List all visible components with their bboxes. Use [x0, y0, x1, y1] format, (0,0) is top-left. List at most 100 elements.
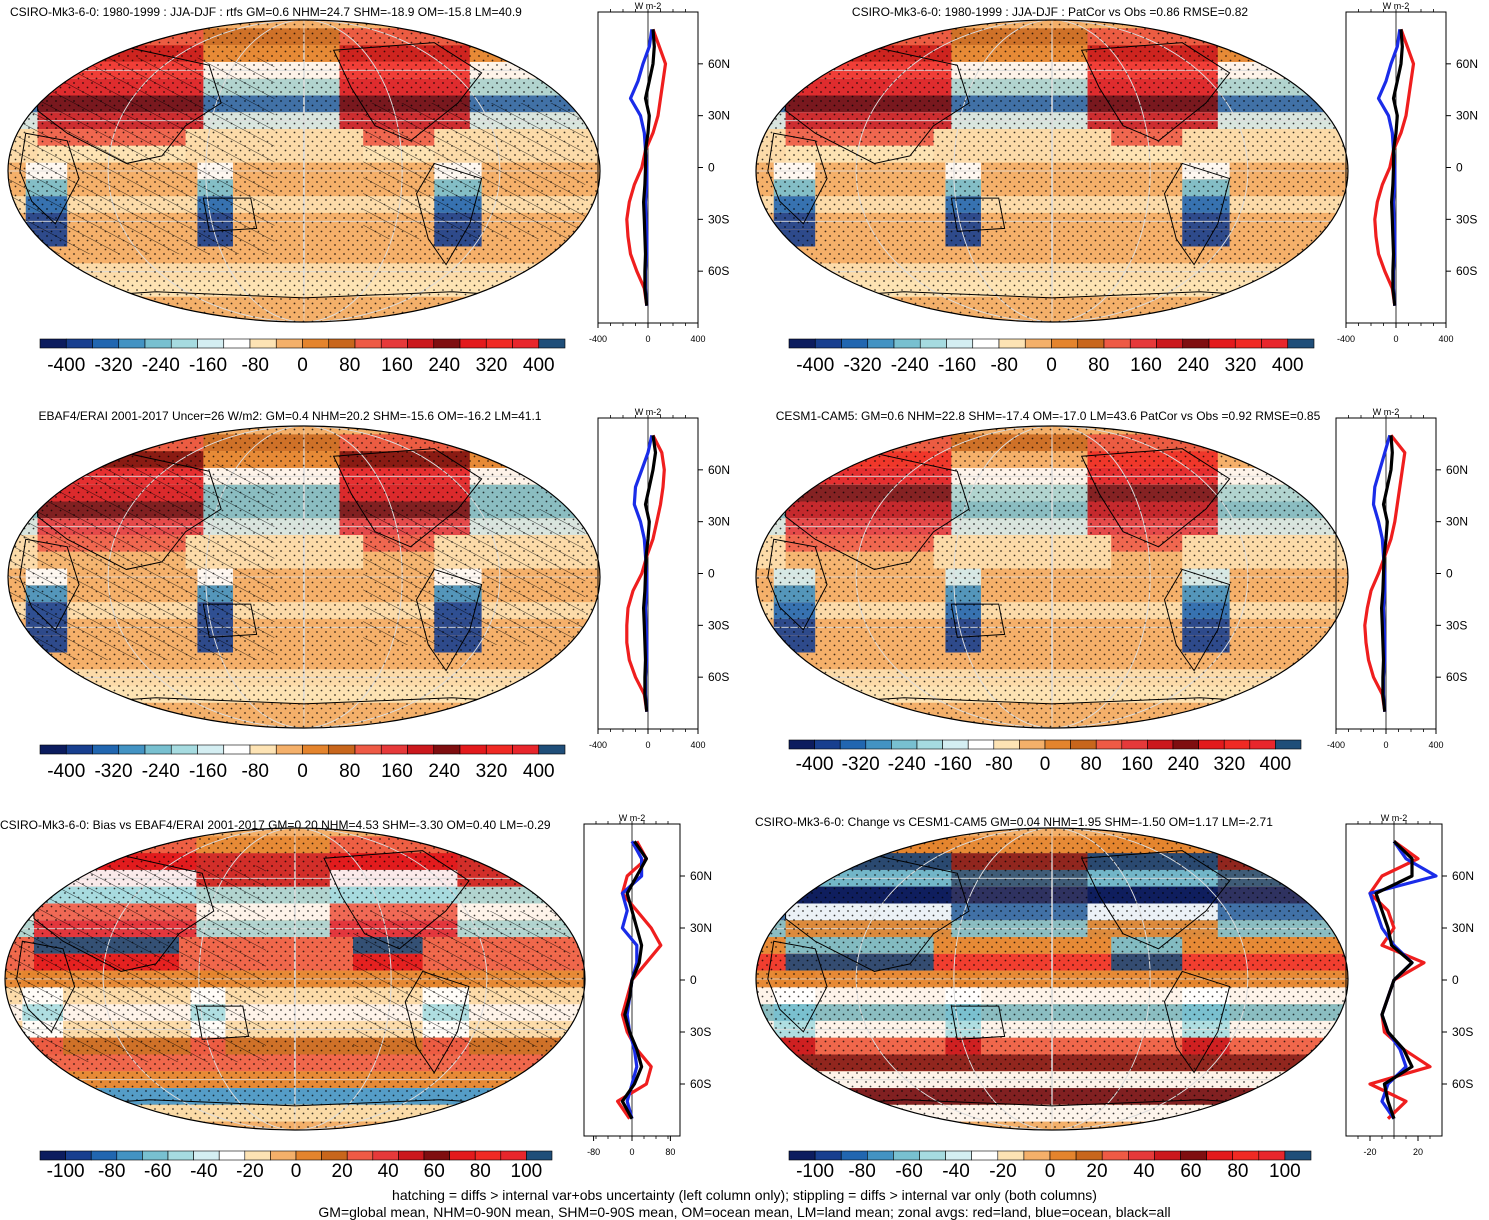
colorbar-swatch — [788, 739, 815, 750]
colorbar-label: -20 — [236, 1161, 263, 1182]
coastline — [33, 854, 215, 972]
coastline — [1163, 970, 1231, 1074]
profile-lat-label: 30N — [708, 109, 730, 123]
colorbar-swatch — [972, 338, 1000, 349]
colorbar-swatch — [275, 338, 303, 349]
colorbar-swatch — [380, 744, 408, 755]
colorbar-label: 60 — [1180, 1161, 1201, 1182]
coastline — [767, 940, 828, 1033]
colorbar-label: -400 — [796, 754, 834, 775]
colorbar-label: -80 — [991, 355, 1018, 376]
coastline — [202, 603, 258, 638]
profile-lat-label: 60S — [708, 670, 729, 684]
panel-title: CSIRO-Mk3-6-0: Bias vs EBAF4/ERAI 2001-2… — [0, 818, 551, 832]
colorbar-swatch — [971, 1150, 999, 1161]
colorbar-swatch — [302, 338, 330, 349]
coastline — [37, 452, 222, 570]
profile-xtick-label: -400 — [589, 740, 607, 750]
colorbar-swatch — [840, 1150, 868, 1161]
colorbar-label: 20 — [1086, 1161, 1107, 1182]
colorbar-label: -320 — [843, 355, 881, 376]
colorbar-swatch — [249, 338, 277, 349]
colorbar-swatch — [526, 1150, 553, 1161]
colorbar-label: -60 — [144, 1161, 171, 1182]
profile-lat-label: 0 — [1446, 567, 1453, 581]
colorbar-label: -80 — [98, 1161, 125, 1182]
profile-lat-label: 30N — [708, 515, 730, 529]
colorbar-label: 20 — [332, 1161, 353, 1182]
colorbar-label: 400 — [523, 355, 555, 376]
zonal-profile: W m-2 -400 0 400 60N 30N 0 30S 60S — [589, 1, 730, 344]
profile-lat-label: 30S — [708, 212, 729, 226]
colorbar-label: 400 — [1272, 355, 1304, 376]
panel-title: CSIRO-Mk3-6-0: 1980-1999 : JJA-DJF : Pat… — [852, 5, 1248, 19]
colorbar-swatch — [1261, 338, 1289, 349]
colorbar-swatch — [459, 338, 487, 349]
colorbar-swatch — [474, 1150, 502, 1161]
colorbar-swatch — [1095, 739, 1123, 750]
colorbar: -100 -80 -60 -40 -20 0 20 40 60 80 100 — [39, 1150, 553, 1182]
colorbar: -100 -80 -60 -40 -20 0 20 40 60 80 100 — [788, 1150, 1312, 1182]
colorbar-swatch — [270, 1150, 297, 1161]
profile-lat-label: 60S — [690, 1077, 711, 1091]
colorbar-label: -20 — [989, 1161, 1016, 1182]
profile-lat-label: 60S — [708, 264, 729, 278]
map — [756, 426, 1348, 728]
colorbar-swatch — [321, 1150, 348, 1161]
stippling — [756, 426, 1348, 728]
colorbar-label: -240 — [142, 761, 180, 782]
colorbar-swatch — [142, 1150, 169, 1161]
colorbar-swatch — [1234, 338, 1262, 349]
coastline — [202, 197, 258, 232]
panel-title: CESM1-CAM5: GM=0.6 NHM=22.8 SHM=-17.4 OM… — [776, 409, 1321, 423]
colorbar-swatch — [865, 739, 892, 750]
profile-xtick-label: -400 — [1337, 334, 1355, 344]
colorbar-swatch — [407, 338, 435, 349]
colorbar-label: -60 — [895, 1161, 922, 1182]
colorbar: -400 -320 -240 -160 -80 0 80 160 240 320 400 — [39, 744, 566, 782]
colorbar-swatch — [1249, 739, 1276, 750]
map — [756, 20, 1348, 322]
colorbar-label: 40 — [378, 1161, 399, 1182]
profile-lat-label: 30N — [690, 921, 712, 935]
profile-lat-label: 0 — [1452, 973, 1459, 987]
coastline — [404, 970, 470, 1074]
colorbar-label: -160 — [934, 754, 972, 775]
panel-1: CSIRO-Mk3-6-0: 1980-1999 : JJA-DJF : rtf… — [7, 1, 730, 376]
colorbar-label: 320 — [476, 355, 508, 376]
profile-lat-label: 60N — [1452, 869, 1474, 883]
colorbar-swatch — [997, 1150, 1025, 1161]
profile-lat-label: 60S — [1456, 264, 1477, 278]
colorbar-swatch — [841, 338, 869, 349]
profile-xtick-label: -20 — [1363, 1147, 1376, 1157]
colorbar-swatch — [423, 1150, 450, 1161]
colorbar-swatch — [814, 338, 842, 349]
colorbar-label: 320 — [476, 761, 508, 782]
colorbar-label: 400 — [1260, 754, 1292, 775]
zonal-profile: W m-2 -80 0 80 60N 30N 0 30S 60S — [583, 813, 712, 1157]
colorbar-swatch — [197, 744, 225, 755]
profile-lat-label: 60S — [1452, 1077, 1473, 1091]
colorbar-label: -240 — [142, 355, 180, 376]
hatching — [8, 463, 275, 661]
colorbar-swatch — [39, 1150, 66, 1161]
coastline — [332, 448, 483, 548]
colorbar-swatch — [893, 1150, 920, 1161]
colorbar-label: -160 — [189, 355, 227, 376]
colorbar-swatch — [1147, 739, 1174, 750]
profile-lat-label: 60N — [690, 869, 712, 883]
colorbar-swatch — [993, 739, 1020, 750]
colorbar-swatch — [788, 1150, 816, 1161]
colorbar-swatch — [170, 744, 198, 755]
profile-lat-label: 60N — [708, 57, 730, 71]
coastline — [1163, 162, 1231, 266]
colorbar-label: -80 — [848, 1161, 875, 1182]
profile-series-all — [641, 29, 656, 306]
colorbar-swatch — [398, 1150, 425, 1161]
coastline — [1080, 448, 1231, 548]
colorbar-swatch — [170, 338, 198, 349]
colorbar-swatch — [1121, 739, 1148, 750]
caption-line-2: GM=global mean, NHM=0-90N mean, SHM=0-90… — [318, 1204, 1171, 1220]
colorbar-swatch — [167, 1150, 194, 1161]
profile-series-all — [641, 435, 658, 712]
